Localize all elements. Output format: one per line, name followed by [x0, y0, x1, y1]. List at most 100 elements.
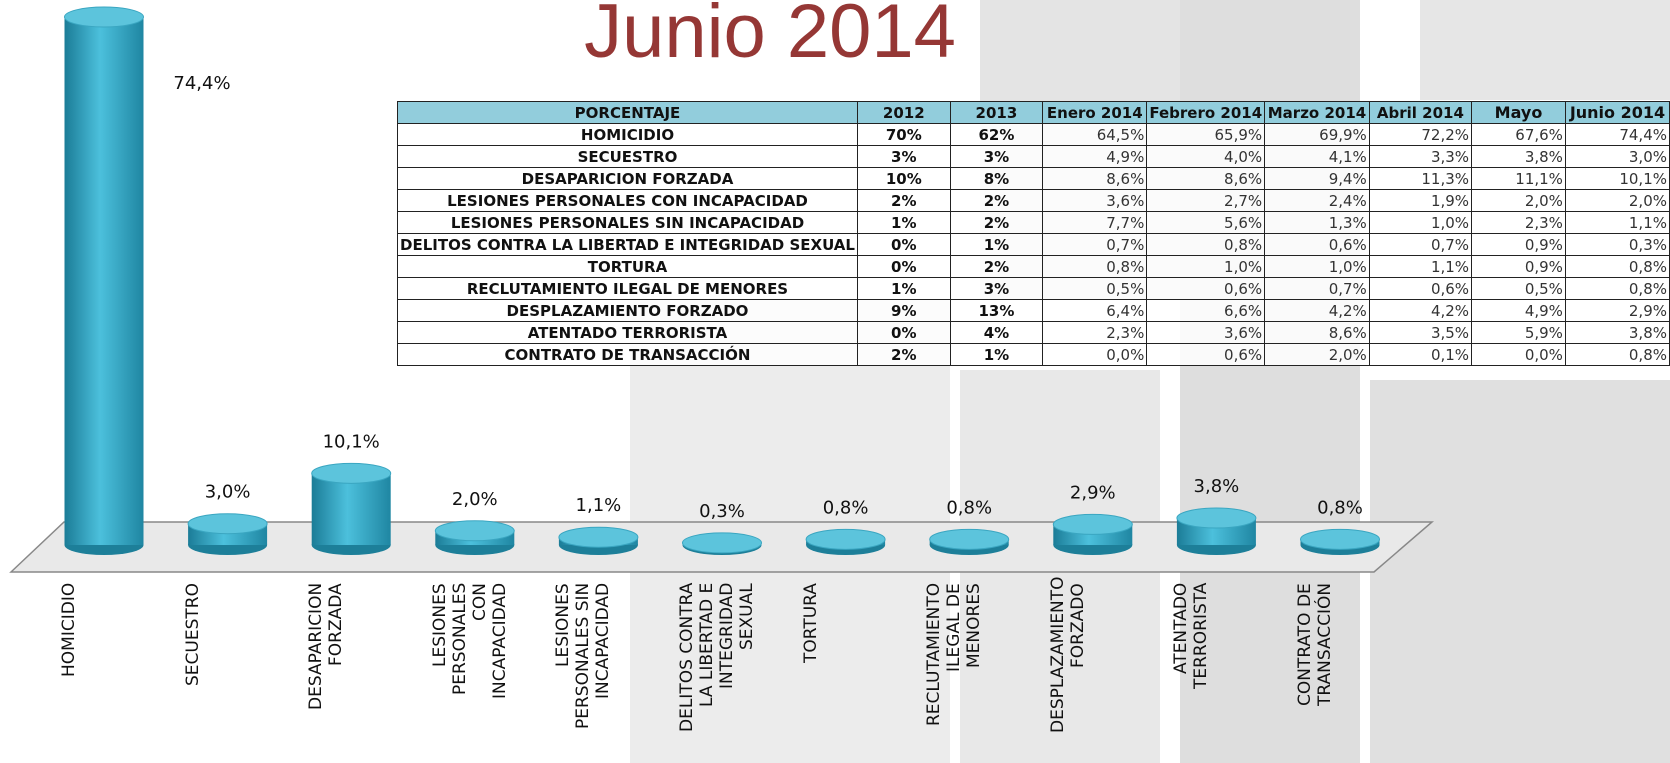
table-cell: 0,6% [1147, 278, 1265, 300]
table-cell: 1% [950, 344, 1043, 366]
x-tick-label: RECLUTAMIENTO ILEGAL DE MENORES [924, 583, 1014, 733]
table-cell: 0,7% [1265, 278, 1370, 300]
table-cell: 3% [950, 278, 1043, 300]
table-cell: 2,0% [1472, 190, 1566, 212]
bar-group [683, 533, 762, 555]
table-cell: 4% [950, 322, 1043, 344]
table-header-cell: Marzo 2014 [1265, 102, 1370, 124]
table-cell: 62% [950, 124, 1043, 146]
table-cell: 1,0% [1369, 212, 1471, 234]
table-header-cell: Febrero 2014 [1147, 102, 1265, 124]
bar-top [188, 514, 267, 534]
table-cell: 1,1% [1369, 256, 1471, 278]
table-cell: 0,1% [1369, 344, 1471, 366]
bar-top [1053, 514, 1132, 534]
table-cell: 4,1% [1265, 146, 1370, 168]
slide: 74,4%3,0%10,1%2,0%1,1%0,3%0,8%0,8%2,9%3,… [0, 0, 1670, 763]
table-cell: 3,5% [1369, 322, 1471, 344]
table-cell: 0,8% [1565, 344, 1669, 366]
table-cell: 0,0% [1472, 344, 1566, 366]
bar-group [930, 529, 1009, 555]
value-label: 10,1% [323, 431, 380, 452]
x-tick-label: LESIONES PERSONALES CON INCAPACIDAD [430, 583, 520, 733]
table-cell: 11,3% [1369, 168, 1471, 190]
table-cell: 69,9% [1265, 124, 1370, 146]
table-cell: CONTRATO DE TRANSACCIÓN [398, 344, 858, 366]
table-cell: 4,2% [1265, 300, 1370, 322]
bar-top [683, 533, 762, 553]
table-cell: 9,4% [1265, 168, 1370, 190]
x-tick-label: DESAPARICION FORZADA [306, 583, 396, 733]
table-header-cell: Mayo [1472, 102, 1566, 124]
bar-group [1301, 529, 1380, 555]
table-row: RECLUTAMIENTO ILEGAL DE MENORES1%3%0,5%0… [398, 278, 1670, 300]
table-cell: 64,5% [1043, 124, 1147, 146]
table-cell: LESIONES PERSONALES CON INCAPACIDAD [398, 190, 858, 212]
bar-top [930, 529, 1009, 549]
value-label: 3,8% [1194, 476, 1240, 497]
bar [312, 473, 391, 545]
table-cell: 2% [950, 190, 1043, 212]
table-cell: 0% [857, 256, 950, 278]
table-cell: 0,8% [1565, 278, 1669, 300]
value-label: 0,3% [699, 501, 745, 522]
data-table: PORCENTAJE20122013Enero 2014Febrero 2014… [397, 101, 1670, 366]
table-cell: ATENTADO TERRORISTA [398, 322, 858, 344]
table-cell: 9% [857, 300, 950, 322]
table-row: LESIONES PERSONALES SIN INCAPACIDAD1%2%7… [398, 212, 1670, 234]
table-cell: 0,5% [1472, 278, 1566, 300]
table-cell: 0,6% [1147, 344, 1265, 366]
table-cell: 0,6% [1265, 234, 1370, 256]
bar-top [312, 463, 391, 483]
table-cell: 0,8% [1043, 256, 1147, 278]
table-cell: 4,9% [1472, 300, 1566, 322]
table-cell: 6,4% [1043, 300, 1147, 322]
table-cell: 0,7% [1043, 234, 1147, 256]
table-cell: 10,1% [1565, 168, 1669, 190]
table-cell: 8% [950, 168, 1043, 190]
title: Junio 2014 [0, 0, 1540, 75]
table-cell: 2,7% [1147, 190, 1265, 212]
table-cell: 2,3% [1043, 322, 1147, 344]
table-cell: 1,0% [1147, 256, 1265, 278]
table-cell: 5,6% [1147, 212, 1265, 234]
table-cell: 0,0% [1043, 344, 1147, 366]
table-cell: 3,6% [1147, 322, 1265, 344]
table-cell: 2% [950, 256, 1043, 278]
table-cell: 1,0% [1265, 256, 1370, 278]
table-cell: 3,8% [1472, 146, 1566, 168]
bar-top [806, 529, 885, 549]
table-cell: 3,0% [1565, 146, 1669, 168]
bar-group [312, 463, 391, 555]
table-cell: 5,9% [1472, 322, 1566, 344]
table-cell: 3,3% [1369, 146, 1471, 168]
value-label: 2,0% [452, 489, 498, 510]
table-cell: 1,1% [1565, 212, 1669, 234]
x-tick-label: CONTRATO DE TRANSACCIÓN [1295, 583, 1385, 733]
bar-top [1301, 529, 1380, 549]
table-cell: 70% [857, 124, 950, 146]
table-cell: 0% [857, 322, 950, 344]
bar-group [1053, 514, 1132, 555]
table-header-cell: Abril 2014 [1369, 102, 1471, 124]
table-cell: 10% [857, 168, 950, 190]
table-cell: HOMICIDIO [398, 124, 858, 146]
table-cell: RECLUTAMIENTO ILEGAL DE MENORES [398, 278, 858, 300]
bar-group [188, 514, 267, 555]
value-label: 1,1% [576, 495, 622, 516]
x-tick-label: HOMICIDIO [59, 583, 149, 733]
table-cell: 0,8% [1147, 234, 1265, 256]
table-cell: 65,9% [1147, 124, 1265, 146]
value-label: 0,8% [823, 497, 869, 518]
bar-group [806, 529, 885, 555]
value-label: 74,4% [173, 73, 230, 94]
table-cell: 2,0% [1265, 344, 1370, 366]
table-cell: 3,8% [1565, 322, 1669, 344]
table-cell: 1% [950, 234, 1043, 256]
value-label: 0,8% [946, 497, 992, 518]
table-cell: 2% [950, 212, 1043, 234]
bar-top [435, 521, 514, 541]
